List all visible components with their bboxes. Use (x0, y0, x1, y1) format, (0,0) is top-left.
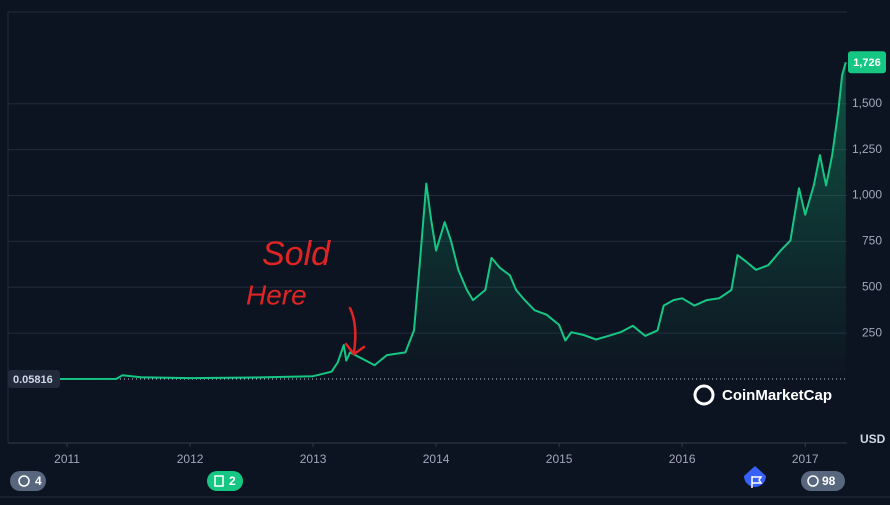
last-price-label: 1,726 (853, 57, 881, 69)
annotation-line1: Sold (262, 235, 331, 273)
views-count: 98 (822, 474, 836, 488)
notes-icon (214, 475, 224, 487)
plot: 250 500 750 1,000 1,250 1,500 2011 2012 2013 2014… (8, 51, 886, 466)
annotation-line2: Here (246, 279, 307, 310)
y-tick-label: 1,250 (852, 142, 882, 156)
views-icon (807, 475, 819, 487)
unit-label: USD (860, 432, 886, 446)
history-badge[interactable] (10, 471, 46, 491)
y-tick-label: 1,000 (852, 188, 882, 202)
first-price-label: 0.05816 (13, 374, 53, 386)
notes-badge[interactable] (207, 471, 243, 491)
notes-count: 2 (229, 474, 236, 488)
y-tick-label: 750 (862, 234, 882, 248)
x-tick-label: 2012 (177, 452, 204, 466)
x-tick-label: 2011 (54, 452, 80, 466)
y-tick-label: 250 (862, 325, 882, 339)
history-count: 4 (35, 474, 42, 488)
x-tick-label: 2013 (300, 452, 327, 466)
logo-icon (693, 384, 715, 406)
flag-icon (751, 476, 763, 488)
history-icon (18, 475, 30, 487)
y-tick-label: 500 (862, 279, 882, 293)
last-price-badge (848, 51, 886, 74)
price-line (11, 62, 847, 380)
x-tick-label: 2015 (546, 452, 573, 466)
x-tick-label: 2014 (423, 452, 450, 466)
annotation-arrow (344, 306, 366, 356)
watermark: CoinMarketCap (722, 387, 832, 404)
y-tick-label: 1,500 (852, 96, 882, 110)
area (11, 62, 846, 380)
x-tick-label: 2016 (669, 452, 696, 466)
first-price-badge (8, 369, 60, 388)
x-tick-label: 2017 (792, 452, 819, 466)
